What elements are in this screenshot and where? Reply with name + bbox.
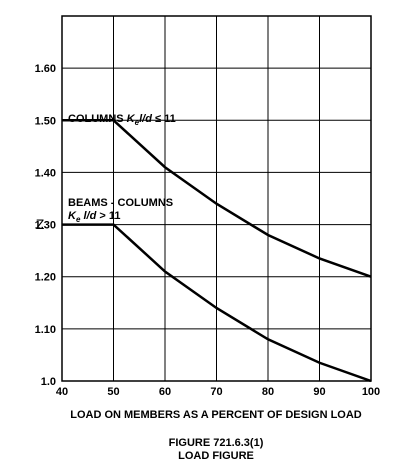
x-tick-label: 50 xyxy=(107,386,119,398)
y-tick-label: 1.0 xyxy=(41,376,56,388)
annotation: Ke l/d > 11 xyxy=(68,210,120,224)
y-tick-label: 1.10 xyxy=(35,324,56,336)
annotation-text: l/d xyxy=(139,113,152,125)
x-tick-label: 80 xyxy=(262,386,274,398)
x-axis-label: LOAD ON MEMBERS AS A PERCENT OF DESIGN L… xyxy=(70,409,362,421)
annotation: COLUMNS Kel/d ≤ 11 xyxy=(68,113,176,127)
y-tick-label: 1.40 xyxy=(35,167,56,179)
x-tick-label: 60 xyxy=(159,386,171,398)
annotation-text: e xyxy=(135,118,140,127)
x-tick-label: 90 xyxy=(313,386,325,398)
annotation-text: l/d xyxy=(80,210,96,222)
caption: LOAD FIGURE xyxy=(178,450,254,462)
y-tick-label: 1.50 xyxy=(35,115,56,127)
annotation-text: COLUMNS xyxy=(68,113,127,125)
y-axis-label: Z xyxy=(36,216,45,232)
annotation-text: K xyxy=(68,210,77,222)
caption: FIGURE 721.6.3(1) xyxy=(169,437,264,449)
annotation: BEAMS - COLUMNS xyxy=(68,197,173,209)
annotation-text: > 11 xyxy=(96,210,120,222)
annotation-text: e xyxy=(76,215,81,224)
y-tick-label: 1.60 xyxy=(35,63,56,75)
y-tick-label: 1.30 xyxy=(35,220,56,232)
line xyxy=(62,223,372,383)
line xyxy=(62,119,372,278)
annotation-text: ≤ 11 xyxy=(152,113,176,125)
annotation-text: K xyxy=(127,113,136,125)
x-tick-label: 70 xyxy=(210,386,222,398)
x-tick-label: 100 xyxy=(362,386,380,398)
x-tick-label: 40 xyxy=(56,386,68,398)
y-tick-label: 1.20 xyxy=(35,272,56,284)
